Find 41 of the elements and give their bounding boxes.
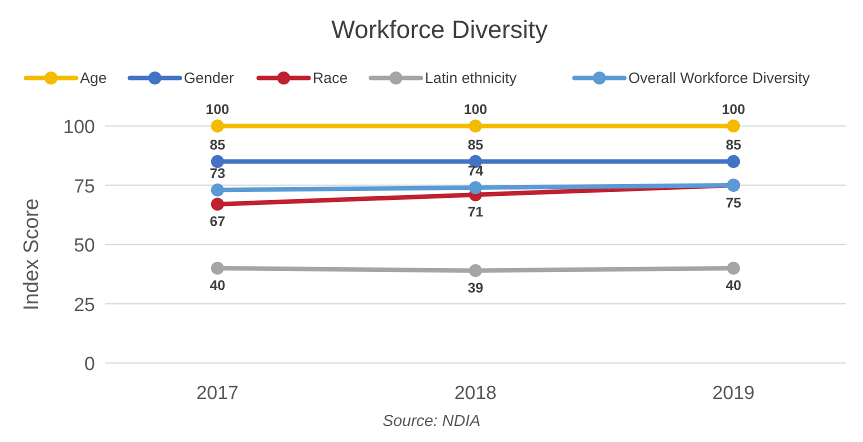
x-tick-label: 2019 (712, 383, 755, 404)
data-label: 67 (210, 213, 226, 230)
legend-label: Latin ethnicity (424, 70, 518, 87)
x-tick-label: 2017 (196, 383, 239, 404)
chart-title: Workforce Diversity (331, 16, 548, 44)
data-label: 73 (210, 164, 226, 181)
data-label: 100 (464, 101, 488, 117)
data-label: 85 (468, 136, 484, 153)
data-label: 40 (210, 277, 226, 294)
point (469, 120, 482, 132)
y-tick-label: 0 (84, 354, 95, 375)
legend-label: Gender (184, 70, 234, 87)
y-tick-label: 75 (74, 176, 95, 198)
data-label: 100 (722, 101, 746, 117)
legend-label: Age (80, 70, 107, 87)
data-label: 75 (726, 194, 742, 210)
point (469, 264, 482, 278)
point (727, 120, 740, 132)
data-label: 100 (206, 101, 230, 117)
data-label: 85 (726, 136, 742, 153)
data-label: 40 (726, 277, 742, 294)
point (210, 120, 224, 132)
data-label: 71 (468, 204, 484, 220)
y-axis-title: Index Score (20, 198, 43, 311)
point (210, 262, 224, 275)
point (469, 181, 482, 194)
data-label: 85 (210, 136, 226, 153)
point (210, 155, 224, 168)
data-label: 39 (468, 280, 484, 296)
data-label: 74 (468, 162, 484, 179)
point (727, 262, 740, 275)
source-note: Source: NDIA (382, 413, 480, 430)
point (727, 155, 740, 168)
y-tick-label: 100 (63, 117, 95, 138)
legend-label: Overall Workforce Diversity (628, 70, 810, 87)
x-tick-label: 2018 (454, 383, 497, 404)
point (210, 183, 224, 196)
y-tick-label: 50 (74, 236, 95, 256)
y-tick-label: 25 (74, 294, 95, 316)
point (210, 198, 224, 211)
legend-label: Race (312, 70, 348, 87)
